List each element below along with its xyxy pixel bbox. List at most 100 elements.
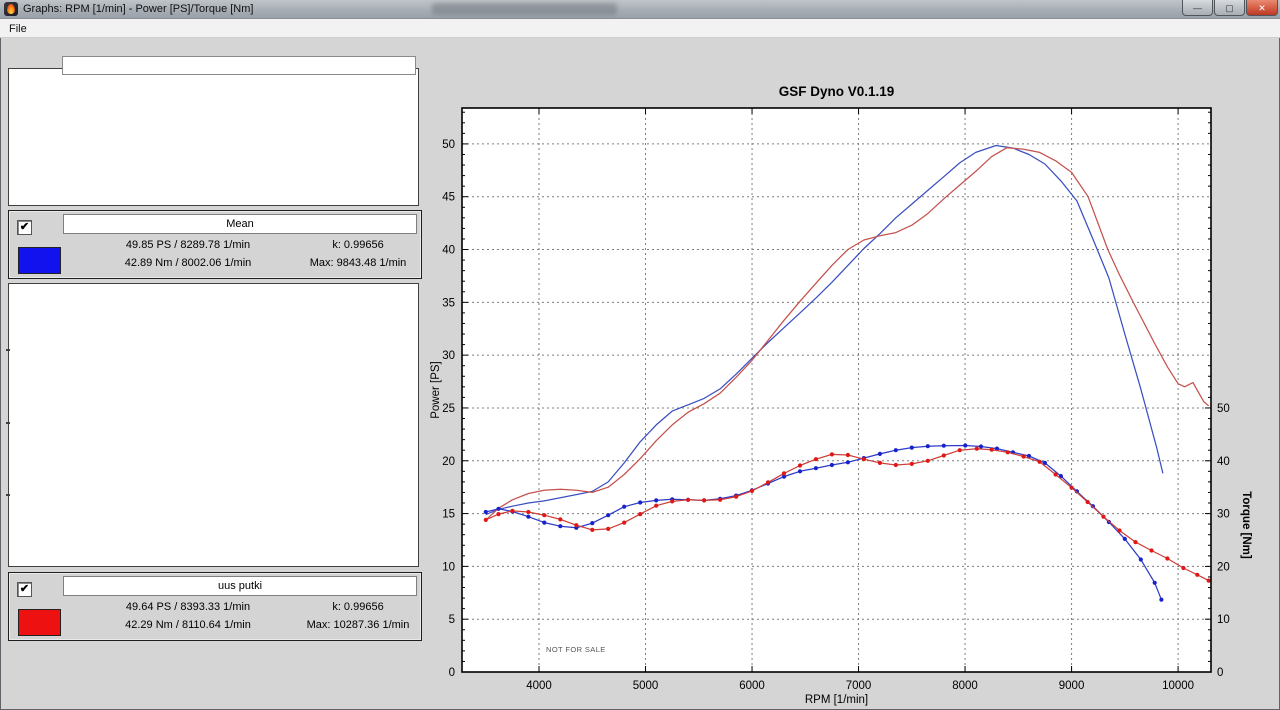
uus-putki-color-swatch[interactable]: [18, 609, 61, 636]
torque-curve-uus-putki-marker: [718, 497, 723, 502]
y-axis-label-right: Torque [Nm]: [1240, 491, 1252, 559]
window-title: Graphs: RPM [1/min] - Power [PS]/Torque …: [23, 3, 254, 15]
torque-curve-uus-putki-marker: [1206, 578, 1211, 583]
torque-curve-mean-marker: [1152, 580, 1157, 585]
xtick-label: 10000: [1162, 680, 1194, 692]
mean-visible-checkbox[interactable]: ✔: [17, 220, 32, 235]
plot-border: [461, 107, 1212, 673]
torque-curve-uus-putki-marker: [590, 527, 595, 533]
watermark-text: NOT FOR SALE: [546, 645, 606, 654]
mean-torque-stat: 42.89 Nm / 8002.06 1/min: [124, 257, 252, 269]
torque-curve-uus-putki-marker: [1117, 528, 1122, 533]
mean-power-stat: 49.85 PS / 8289.78 1/min: [125, 239, 251, 251]
torque-curve-uus-putki-marker: [1069, 485, 1074, 490]
torque-curve-mean-marker: [622, 504, 627, 509]
torque-curve-uus-putki-marker: [813, 457, 819, 462]
ytick-label-left: 5: [449, 614, 455, 626]
graph-list-panel-middle[interactable]: [8, 283, 419, 567]
ytick-label-left: 40: [442, 245, 455, 257]
torque-curve-mean-marker: [925, 444, 930, 449]
ytick-label-left: 30: [442, 350, 455, 362]
maximize-button[interactable]: ▢: [1214, 0, 1245, 16]
torque-curve-mean-marker: [1042, 460, 1047, 465]
title-blurred-text: [432, 3, 617, 15]
empty-name-field[interactable]: [62, 56, 416, 75]
torque-curve-uus-putki-marker: [925, 458, 930, 463]
menu-file[interactable]: File: [9, 23, 27, 35]
torque-curve-mean-marker: [496, 506, 501, 511]
torque-curve-mean-marker: [978, 444, 984, 449]
ytick-label-left: 35: [442, 297, 455, 309]
ytick-label-right: 0: [1217, 667, 1223, 679]
torque-curve-uus-putki-marker: [989, 447, 994, 452]
x-axis-label: RPM [1/min]: [805, 694, 868, 706]
uus-putki-torque-stat: 42.29 Nm / 8110.64 1/min: [125, 619, 251, 631]
torque-curve-uus-putki-marker: [957, 448, 962, 453]
uus-putki-name-field[interactable]: uus putki: [63, 576, 417, 596]
ytick-label-right: 30: [1217, 509, 1230, 521]
torque-curve-mean-marker: [877, 451, 883, 456]
title-bar[interactable]: Graphs: RPM [1/min] - Power [PS]/Torque …: [0, 0, 1280, 19]
torque-curve-mean-marker: [781, 474, 787, 479]
torque-curve-uus-putki-marker: [1181, 565, 1186, 571]
torque-curve-uus-putki-marker: [765, 480, 771, 485]
panel-divider-mark: [6, 494, 10, 496]
torque-curve-uus-putki-marker: [1037, 459, 1042, 464]
torque-curve-mean-marker: [1026, 453, 1032, 459]
panel-divider-mark: [6, 422, 10, 424]
torque-curve-mean-marker: [606, 513, 611, 518]
mean-k-stat: k: 0.99656: [332, 239, 384, 251]
ytick-label-left: 15: [442, 509, 455, 521]
menu-bar: File: [0, 19, 1280, 38]
minimize-button[interactable]: —: [1182, 0, 1213, 16]
torque-curve-mean-marker: [1159, 597, 1164, 602]
torque-curve-uus-putki-marker: [781, 471, 787, 476]
uus-putki-visible-checkbox[interactable]: ✔: [17, 582, 32, 597]
torque-curve-uus-putki-marker: [909, 461, 914, 466]
torque-curve-uus-putki-marker: [974, 446, 979, 451]
torque-curve-mean-marker: [797, 469, 803, 474]
torque-curve-uus-putki-marker: [1165, 556, 1170, 561]
torque-curve-uus-putki-marker: [1021, 454, 1026, 459]
torque-curve-uus-putki-marker: [1085, 499, 1090, 505]
torque-curve-mean-marker: [994, 446, 1000, 451]
torque-curve-uus-putki-marker: [686, 497, 691, 502]
close-button[interactable]: ✕: [1246, 0, 1278, 16]
torque-curve-uus-putki-marker: [1195, 572, 1200, 577]
torque-curve-uus-putki-marker: [574, 523, 579, 528]
torque-curve-uus-putki-marker: [1005, 450, 1010, 455]
ytick-label-left: 10: [442, 561, 455, 573]
torque-curve-uus-putki-marker: [483, 517, 488, 523]
torque-curve-uus-putki-marker: [606, 526, 611, 532]
torque-curve-mean-marker: [1138, 557, 1143, 562]
torque-curve-uus-putki-marker: [861, 457, 867, 462]
power-curve-uus-putki: [485, 147, 1210, 521]
torque-curve-mean-marker: [1058, 474, 1063, 479]
graph-list-panel-top[interactable]: [8, 68, 419, 206]
torque-curve-mean-marker: [590, 521, 595, 526]
torque-curve-uus-putki-marker: [622, 520, 627, 525]
torque-curve-mean-marker: [909, 445, 914, 450]
torque-curve-mean-marker: [845, 460, 851, 465]
torque-curve-uus-putki-marker: [1133, 540, 1138, 545]
ytick-label-left: 25: [442, 403, 455, 415]
torque-curve-uus-putki-marker: [702, 498, 707, 503]
torque-curve-uus-putki-marker: [654, 503, 659, 508]
torque-curve-uus-putki-marker: [749, 488, 755, 493]
xtick-label: 7000: [846, 680, 872, 692]
torque-curve-mean-marker: [813, 466, 819, 471]
xtick-label: 9000: [1059, 680, 1085, 692]
uus-putki-power-stat: 49.64 PS / 8393.33 1/min: [125, 601, 251, 613]
ytick-label-left: 45: [442, 192, 455, 204]
ytick-label-right: 10: [1217, 614, 1230, 626]
uus-putki-maxrpm-stat: Max: 10287.36 1/min: [306, 619, 410, 631]
mean-color-swatch[interactable]: [18, 247, 61, 274]
torque-curve-mean-marker: [893, 448, 898, 453]
torque-curve-mean-marker: [1074, 489, 1079, 494]
torque-curve-mean-marker: [638, 500, 643, 505]
mean-name-field[interactable]: Mean: [63, 214, 417, 234]
torque-curve-uus-putki-marker: [797, 463, 803, 468]
ytick-label-left: 0: [449, 667, 455, 679]
torque-curve-mean-marker: [483, 509, 488, 515]
torque-curve-mean-marker: [963, 443, 968, 448]
